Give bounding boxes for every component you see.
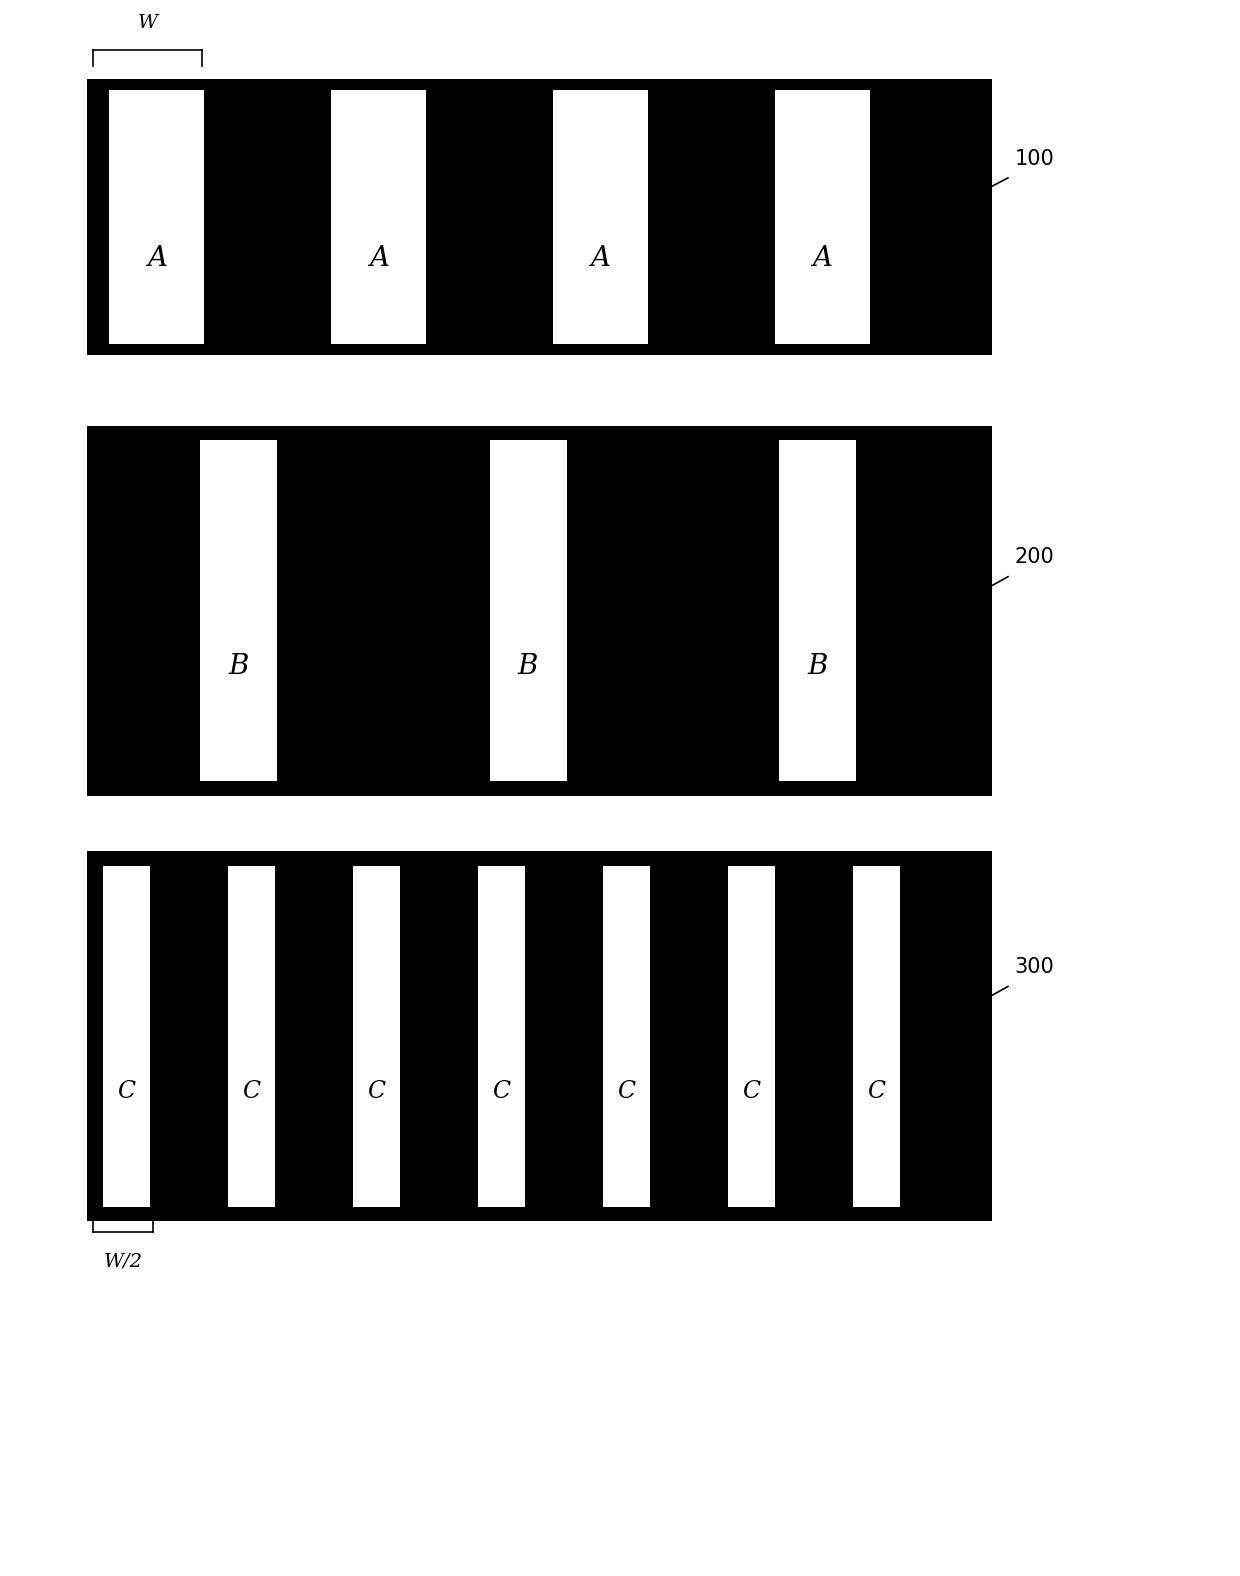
Bar — [353, 865, 401, 1207]
Text: A: A — [148, 244, 167, 271]
Bar — [779, 440, 856, 782]
Text: C: C — [367, 1080, 386, 1103]
Text: C: C — [618, 1080, 635, 1103]
Bar — [728, 865, 775, 1207]
Bar — [603, 865, 650, 1207]
Text: A: A — [368, 244, 388, 271]
Text: 200: 200 — [1014, 547, 1054, 567]
Text: 100: 100 — [1014, 148, 1054, 169]
Text: 300: 300 — [1014, 957, 1054, 977]
Bar — [103, 865, 150, 1207]
Text: C: C — [118, 1080, 135, 1103]
Bar — [228, 865, 275, 1207]
Text: A: A — [812, 244, 832, 271]
Text: W/2: W/2 — [103, 1253, 143, 1270]
Bar — [200, 440, 277, 782]
Bar — [331, 90, 427, 344]
Bar — [87, 426, 992, 796]
Bar — [553, 90, 649, 344]
Text: A: A — [590, 244, 610, 271]
Text: C: C — [867, 1080, 885, 1103]
Bar — [109, 90, 205, 344]
Text: B: B — [228, 652, 248, 679]
Text: B: B — [807, 652, 828, 679]
Bar — [775, 90, 869, 344]
Text: W: W — [138, 14, 157, 32]
Bar — [87, 79, 992, 355]
Text: C: C — [492, 1080, 511, 1103]
Text: C: C — [243, 1080, 260, 1103]
Bar — [477, 865, 525, 1207]
Text: C: C — [743, 1080, 760, 1103]
Bar — [87, 851, 992, 1221]
Bar — [853, 865, 900, 1207]
Text: B: B — [518, 652, 538, 679]
Bar — [490, 440, 567, 782]
